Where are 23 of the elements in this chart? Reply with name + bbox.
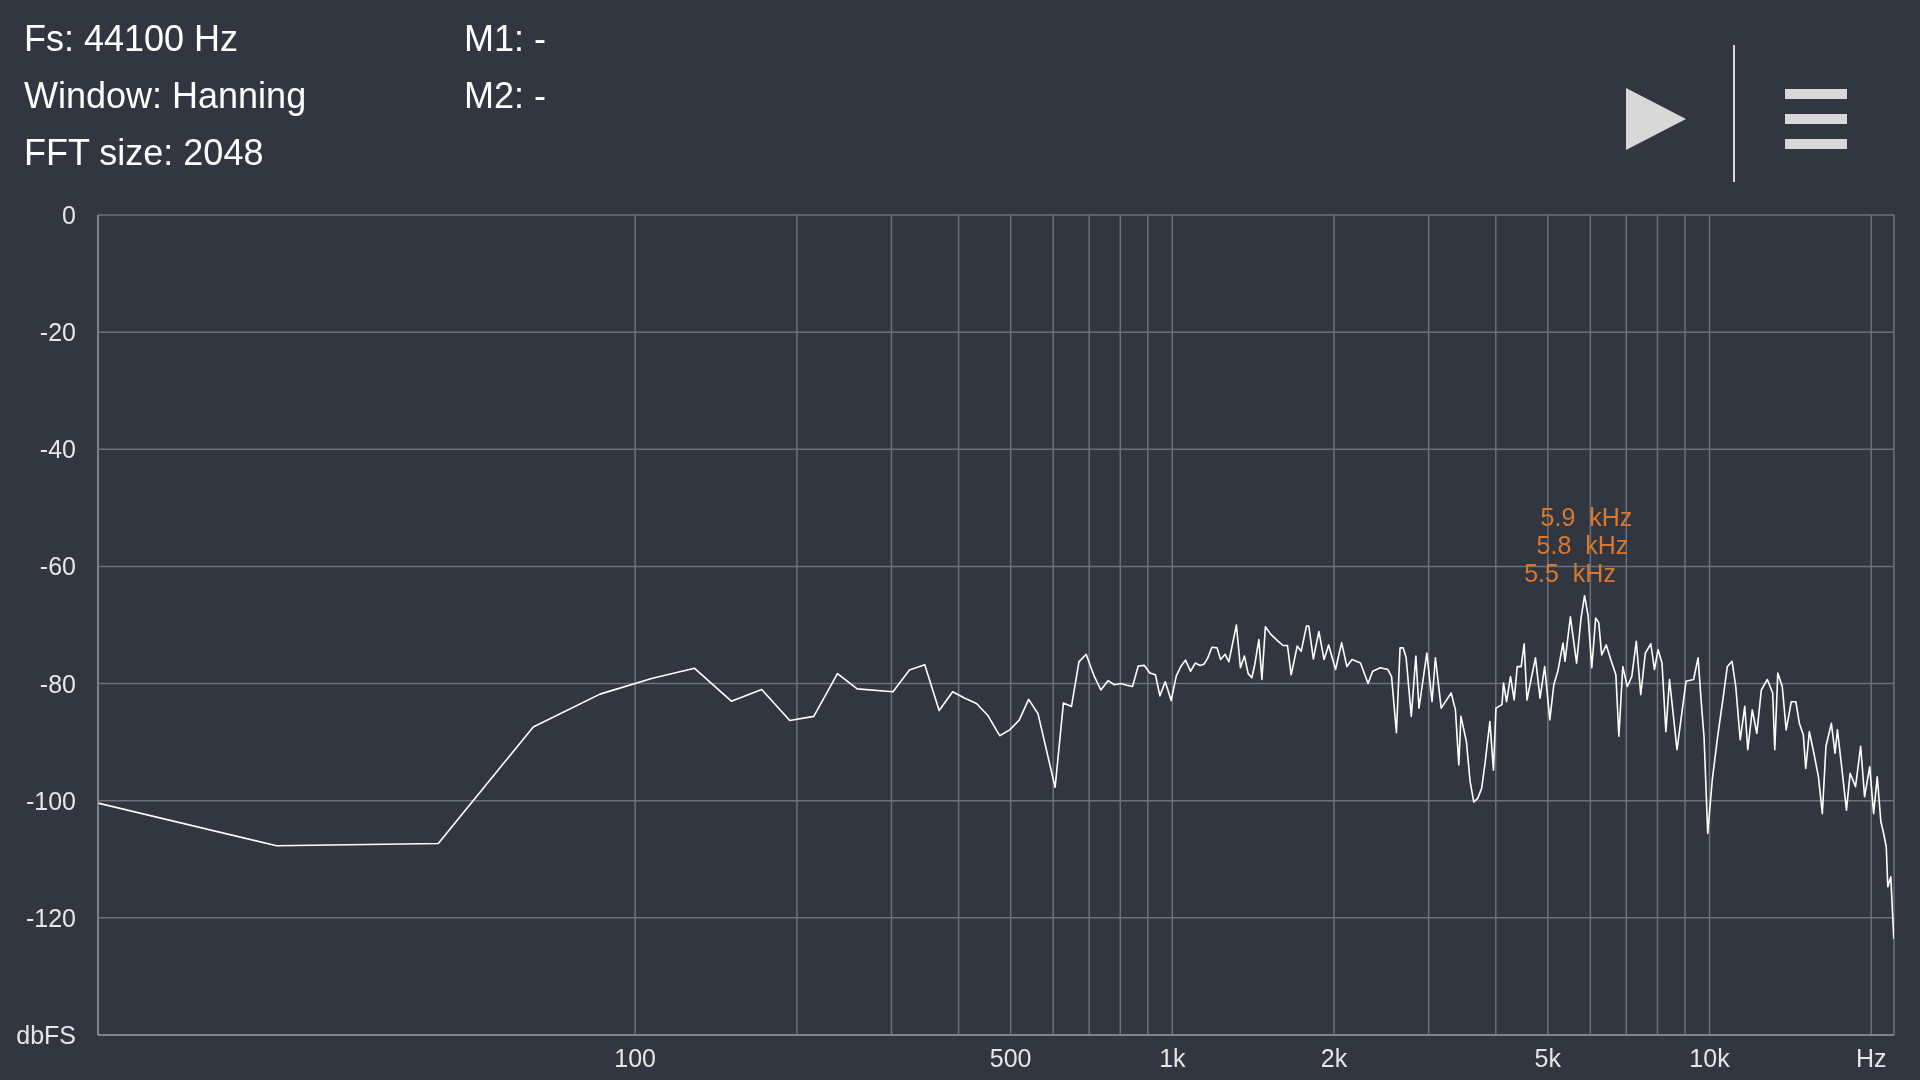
text: Fs: 44100 Hz [24, 18, 240, 61]
x-tick-label: 100 [614, 1044, 657, 1072]
y-tick-label: -120 [25, 903, 76, 932]
y-tick-label: -40 [39, 435, 76, 464]
y-tick-label: -80 [39, 669, 76, 698]
text: M2: - [464, 75, 547, 118]
x-tick-label: 2k [1320, 1044, 1348, 1072]
x-tick-label: 500 [989, 1044, 1032, 1072]
x-tick-label: Hz [1855, 1044, 1887, 1072]
x-tick-label: 5k [1534, 1044, 1562, 1072]
text: Window: Hanning [24, 75, 308, 118]
x-tick-label: 10k [1689, 1044, 1731, 1072]
annotation: 5.5 kHz [1524, 558, 1616, 587]
annotation: 5.9 kHz [1540, 502, 1633, 531]
y-tick-label: 0 [62, 201, 76, 229]
y-tick-label: dbFS [16, 1021, 76, 1049]
y-tick-label: -100 [25, 786, 76, 815]
y-tick-label: -20 [39, 318, 76, 347]
text: M1: - [464, 18, 547, 61]
text: FFT size: 2048 [24, 132, 265, 175]
annotation: 5.8 kHz [1536, 530, 1629, 559]
y-tick-label: -60 [39, 552, 76, 581]
x-tick-label: 1k [1159, 1044, 1187, 1072]
